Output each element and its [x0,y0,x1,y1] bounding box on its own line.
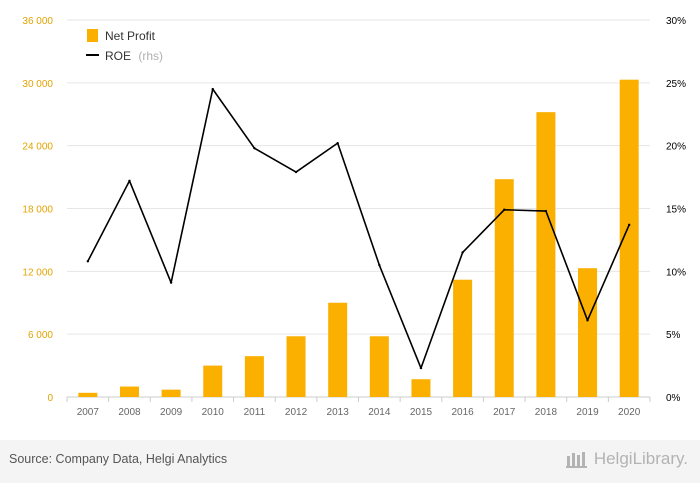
library-icon [565,452,587,468]
x-axis-labels: 2007 2008 2009 2010 2011 2012 2013 2014 2015 2016… [66,397,651,418]
source-text: Source: Company Data, Helgi Analytics [9,452,228,466]
left-axis-ticks: 0 6 000 12 000 18 000 24 000 30 000 36 000 [22,16,53,404]
roe-point-2010 [211,87,214,91]
bar-2020 [619,79,639,398]
x-tick-label: 2017 [493,407,516,418]
left-tick-label: 18 000 [22,205,53,216]
roe-point-2018 [544,209,548,213]
brand-name: HelgiLibrary. [593,449,688,468]
legend-label-roe: ROE (rhs) [105,49,163,63]
net-profit-bars [78,79,639,398]
right-tick-label: 30% [666,16,686,27]
roe-point-2008 [128,179,131,183]
bar-2019 [578,268,598,397]
footer: Source: Company Data, Helgi Analytics He… [0,440,700,483]
roe-point-2012 [294,170,298,174]
bar-2013 [328,302,348,397]
right-axis-ticks: 0% 5% 10% 15% 20% 25% 30% [666,16,686,404]
bar-2008 [119,386,139,397]
right-tick-label: 20% [666,142,686,153]
x-tick-label: 2016 [451,407,474,418]
bar-2012 [286,336,306,397]
bar-2016 [453,279,473,397]
bar-2018 [536,112,556,398]
roe-line-layer [86,87,631,370]
legend-label-net-profit: Net Profit [105,29,156,43]
roe-point-2019 [586,319,589,322]
bar-2007 [78,392,98,397]
chart-canvas: 0 6 000 12 000 18 000 24 000 30 000 36 000 0% 5… [22,16,686,418]
legend-label-roe-suffix: (rhs) [138,49,163,63]
left-tick-label: 24 000 [22,142,53,153]
x-tick-label: 2012 [285,407,308,418]
grid-lines [67,19,650,398]
x-tick-label: 2011 [244,407,266,418]
bar-2011 [244,356,264,397]
right-tick-label: 10% [666,267,686,278]
bar-2009 [161,389,181,397]
bar-2014 [369,336,389,397]
right-tick-label: 0% [666,393,681,404]
roe-point-2009 [169,281,173,284]
x-tick-label: 2018 [535,407,558,418]
legend: Net Profit ROE (rhs) [86,29,163,63]
roe-point-2016 [461,251,464,254]
roe-line [87,88,630,369]
bar-2017 [494,179,514,397]
bar-2015 [411,379,431,397]
x-tick-label: 2010 [202,407,225,418]
right-tick-label: 15% [666,205,686,216]
x-tick-label: 2019 [576,407,599,418]
brand-logo: HelgiLibrary. [565,449,688,469]
roe-point-2011 [253,146,256,150]
x-tick-label: 2009 [160,407,183,418]
roe-point-2015 [419,366,423,370]
right-tick-label: 25% [666,79,686,90]
left-tick-label: 12 000 [22,267,53,278]
left-tick-label: 36 000 [22,16,53,27]
x-tick-label: 2020 [618,407,641,418]
x-tick-label: 2014 [368,407,391,418]
x-tick-label: 2013 [327,407,350,418]
x-tick-label: 2015 [410,407,433,418]
bar-2010 [203,365,223,397]
right-tick-label: 5% [666,330,681,341]
roe-point-2007 [86,260,90,263]
x-tick-label: 2007 [77,407,100,418]
roe-point-2013 [336,141,339,145]
left-tick-label: 0 [47,393,53,404]
roe-point-2014 [378,263,381,267]
legend-label-roe-name: ROE [105,49,131,63]
left-tick-label: 6 000 [28,330,53,341]
legend-swatch-net-profit [87,29,98,42]
roe-point-2017 [503,208,506,211]
left-tick-label: 30 000 [22,79,53,90]
x-tick-label: 2008 [118,407,141,418]
roe-point-2020 [627,223,631,227]
